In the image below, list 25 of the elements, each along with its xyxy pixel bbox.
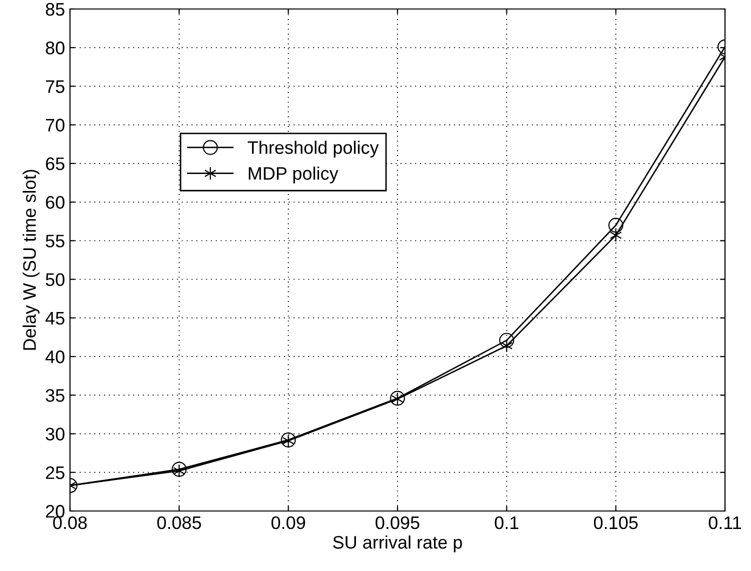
y-tick-label: 35 [46,389,64,402]
legend-label: MDP policy [248,166,338,184]
y-tick-label: 75 [46,80,64,93]
x-tick-label: 0.095 [376,516,420,530]
x-tick-label: 0.085 [157,516,202,530]
y-tick-label: 40 [45,350,64,364]
y-tick-label: 20 [46,504,64,518]
x-tick-label: 0.105 [594,516,638,530]
y-tick-label: 85 [46,2,64,16]
y-tick-label: 25 [46,466,64,480]
y-tick-label: 50 [46,273,64,286]
y-tick-label: 30 [46,428,64,440]
x-tick-label: 0.09 [271,516,306,530]
y-axis-title: Delay W (SU time slot) [22,170,40,350]
legend-label: Threshold policy [248,140,379,158]
x-tick-label: 0.08 [53,516,87,530]
x-tick-label: 0.1 [494,516,518,530]
y-tick-label: 80 [46,42,64,54]
y-tick-label: 70 [46,118,64,132]
y-tick-label: 45 [45,312,64,325]
y-tick-label: 55 [46,234,64,248]
x-tick-label: 0.11 [708,516,742,530]
y-tick-label: 60 [46,196,64,209]
x-axis-title: SU arrival rate p [333,535,462,552]
y-tick-label: 65 [46,157,64,170]
